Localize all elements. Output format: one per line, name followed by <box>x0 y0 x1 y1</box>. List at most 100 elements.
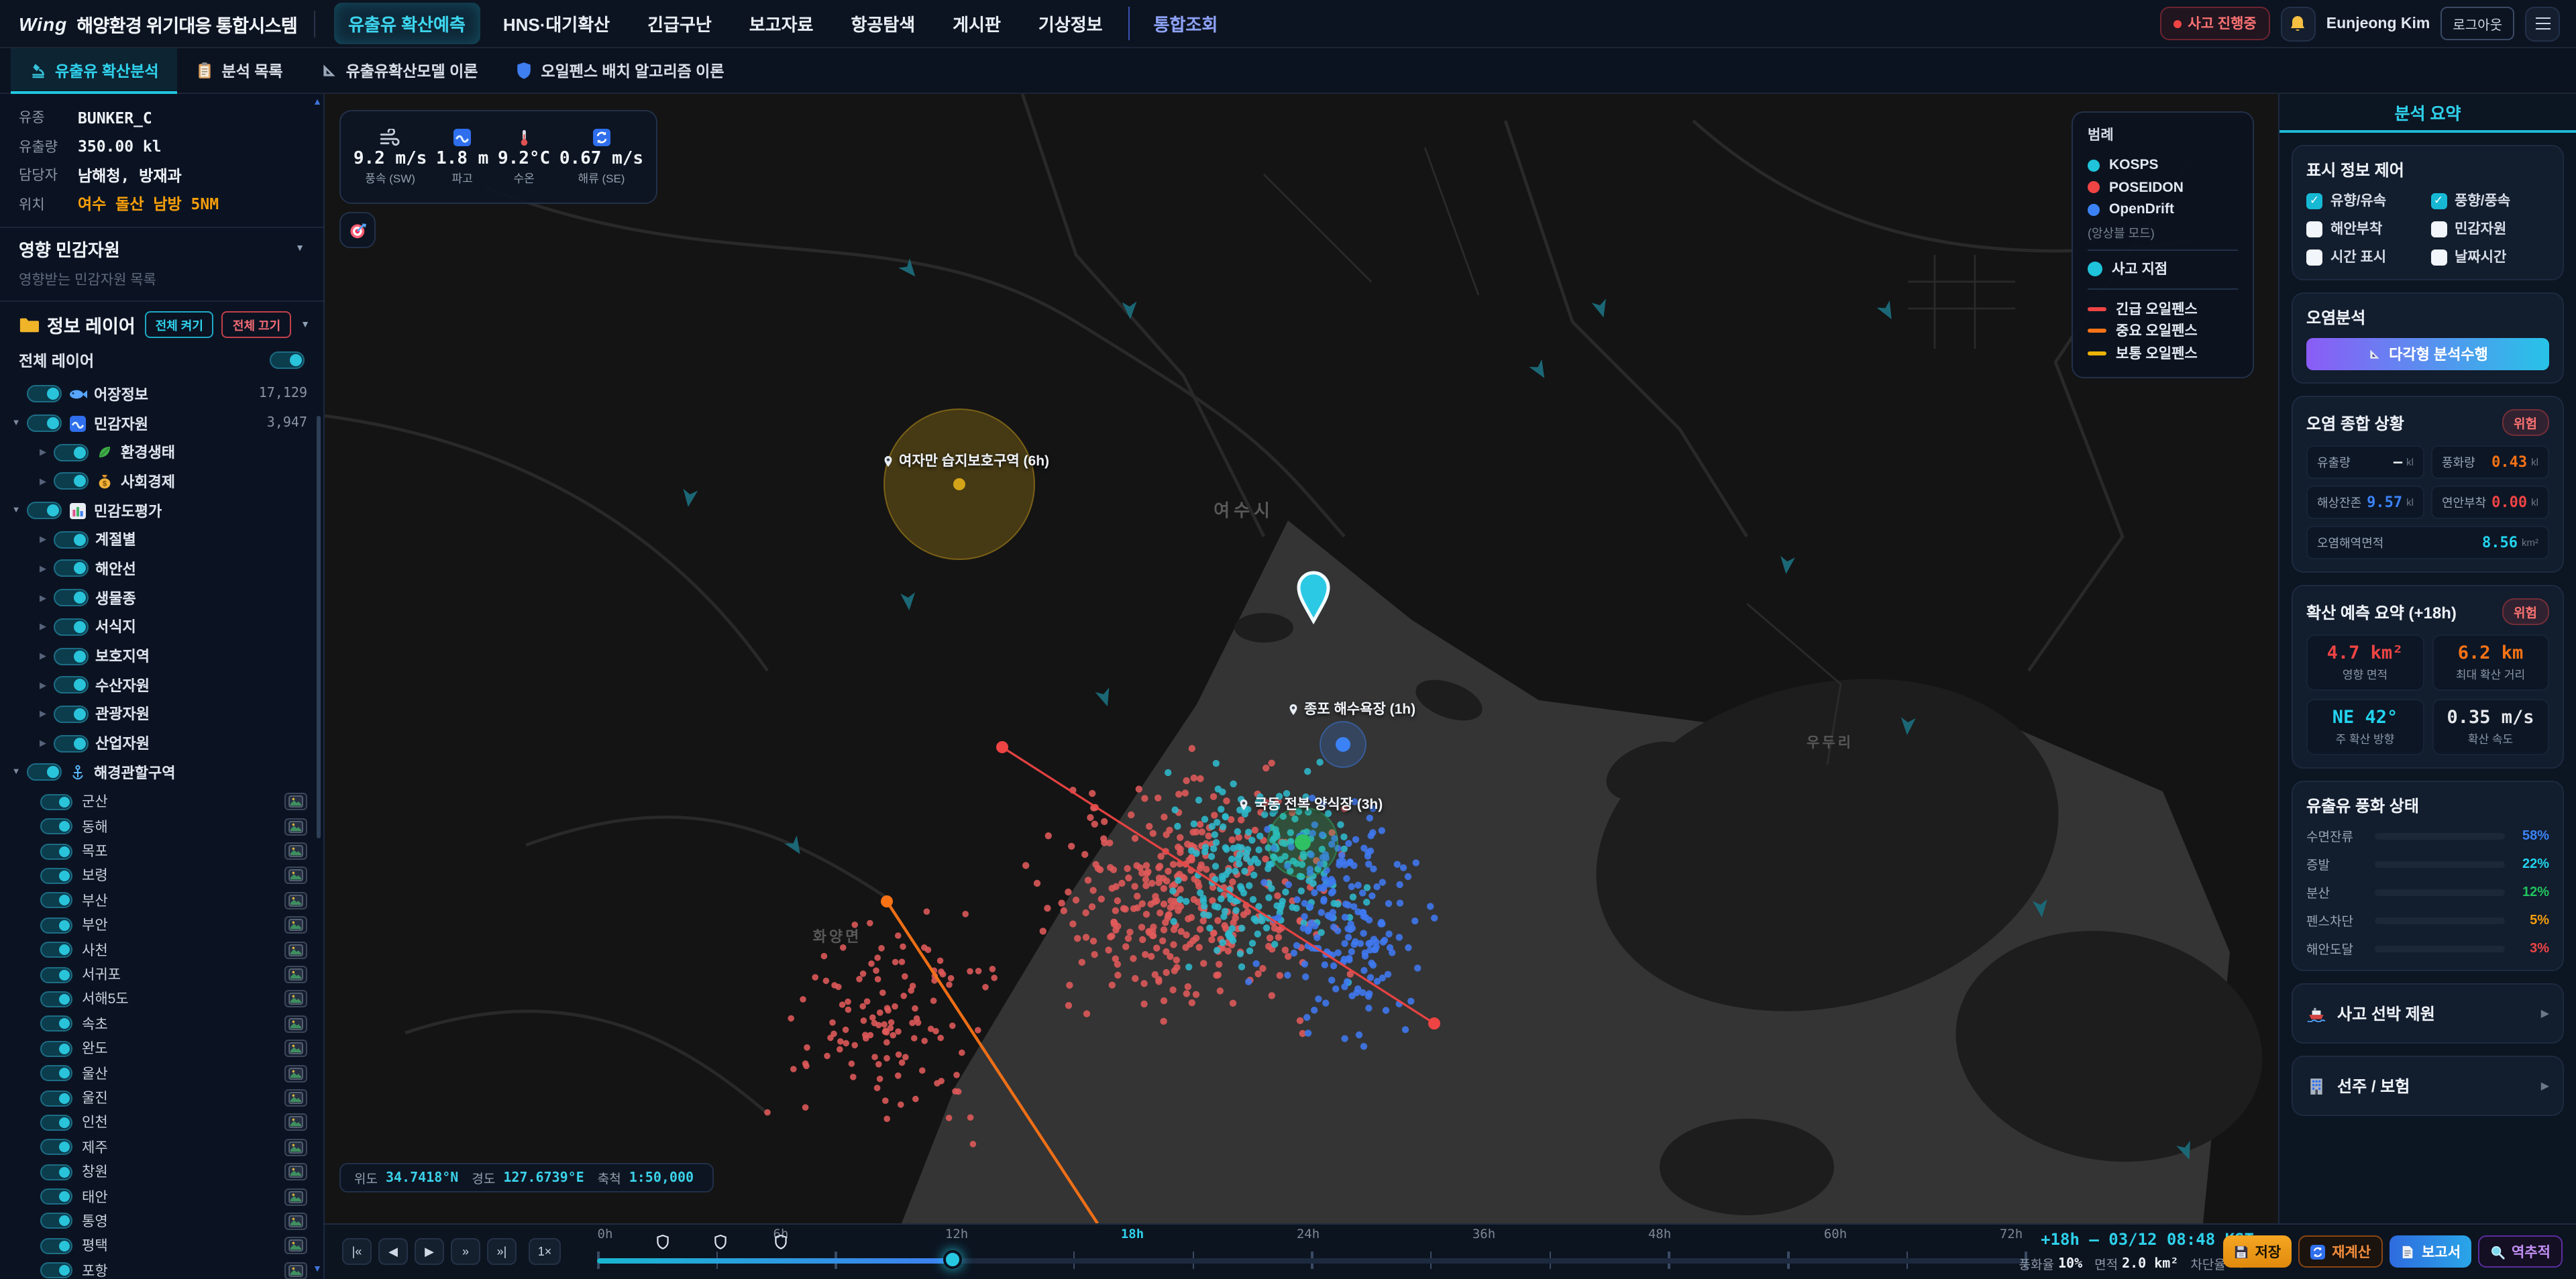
skip-start-button[interactable]: |« <box>342 1238 372 1265</box>
master-layer-toggle[interactable] <box>270 351 305 369</box>
map-canvas[interactable]: 여수시 화양면 우두리 여자만 습지보호구역 (6h) 종포 해수욕장 (1h) 국동 … <box>325 94 2278 1223</box>
all-layers-on-button[interactable]: 전체 켜기 <box>144 311 214 338</box>
nav-item[interactable]: 긴급구난 <box>647 15 712 35</box>
region-style-button[interactable] <box>284 793 307 811</box>
display-checkbox[interactable]: ✓ 유향/유속 <box>2306 190 2425 211</box>
layer-toggle[interactable] <box>54 559 89 577</box>
region-toggle[interactable] <box>40 1213 72 1229</box>
region-style-button[interactable] <box>284 1113 307 1131</box>
display-checkbox[interactable]: 해안부착 <box>2306 219 2425 239</box>
polygon-analysis-button[interactable]: 다각형 분석수행 <box>2306 338 2549 370</box>
region-style-button[interactable] <box>284 990 307 1008</box>
region-style-button[interactable] <box>284 1138 307 1156</box>
layer-toggle[interactable] <box>54 589 89 607</box>
layer-toggle[interactable] <box>27 502 62 520</box>
layer-toggle[interactable] <box>27 414 62 433</box>
action-button[interactable]: 저장 <box>2222 1235 2292 1268</box>
region-toggle[interactable] <box>40 1164 72 1180</box>
layer-toggle[interactable] <box>54 531 89 549</box>
action-button[interactable]: 재계산 <box>2298 1235 2383 1268</box>
region-toggle[interactable] <box>40 942 72 958</box>
sidebar-scroll-down-icon[interactable]: ▼ <box>313 1264 322 1274</box>
region-style-button[interactable] <box>284 1188 307 1206</box>
sidebar-scroll-up-icon[interactable]: ▲ <box>313 98 322 107</box>
layer-toggle[interactable] <box>54 647 89 665</box>
region-toggle[interactable] <box>40 1188 72 1205</box>
tree-caret-icon[interactable]: ▶ <box>40 622 46 632</box>
nav-item[interactable]: 유출유 확산예측 <box>333 3 480 44</box>
tree-caret-icon[interactable]: ▼ <box>11 767 21 777</box>
region-toggle[interactable] <box>40 966 72 983</box>
tree-caret-icon[interactable]: ▶ <box>40 448 46 458</box>
tree-caret-icon[interactable]: ▼ <box>11 506 21 516</box>
region-style-button[interactable] <box>284 1015 307 1033</box>
region-style-button[interactable] <box>284 818 307 836</box>
play-button[interactable]: ▶ <box>415 1238 444 1265</box>
layer-toggle[interactable] <box>54 618 89 636</box>
sensitive-resources-header[interactable]: 영향 민감자원 ▼ <box>0 231 323 267</box>
nav-item[interactable]: 보고자료 <box>749 15 814 35</box>
layer-toggle[interactable] <box>54 472 89 490</box>
logout-button[interactable]: 로그아웃 <box>2440 7 2514 40</box>
region-toggle[interactable] <box>40 892 72 909</box>
region-toggle[interactable] <box>40 991 72 1007</box>
step-back-button[interactable]: ◀ <box>378 1238 408 1265</box>
display-checkbox[interactable]: 민감자원 <box>2430 219 2549 239</box>
region-toggle[interactable] <box>40 1015 72 1032</box>
tree-caret-icon[interactable]: ▶ <box>40 594 46 604</box>
notification-bell-button[interactable] <box>2280 6 2316 41</box>
display-checkbox[interactable]: 날짜시간 <box>2430 247 2549 267</box>
region-style-button[interactable] <box>284 941 307 959</box>
nav-item[interactable]: HNS·대기확산 <box>502 15 610 35</box>
region-toggle[interactable] <box>40 843 72 860</box>
tree-caret-icon[interactable]: ▶ <box>40 477 46 487</box>
region-style-button[interactable] <box>284 1237 307 1255</box>
region-toggle[interactable] <box>40 1262 72 1279</box>
region-style-button[interactable] <box>284 966 307 984</box>
tree-caret-icon[interactable]: ▶ <box>40 681 46 691</box>
owner-insurance-card[interactable]: 선주 / 보험 ▶ <box>2292 1056 2564 1116</box>
ship-spec-card[interactable]: 사고 선박 제원 ▶ <box>2292 983 2564 1044</box>
display-checkbox[interactable]: 시간 표시 <box>2306 247 2425 267</box>
region-toggle[interactable] <box>40 917 72 934</box>
action-button[interactable]: 보고서 <box>2390 1235 2472 1268</box>
tree-caret-icon[interactable]: ▶ <box>40 710 46 720</box>
region-style-button[interactable] <box>284 867 307 885</box>
tree-caret-icon[interactable]: ▶ <box>40 535 46 545</box>
region-style-button[interactable] <box>284 1262 307 1279</box>
region-toggle[interactable] <box>40 1139 72 1156</box>
region-style-button[interactable] <box>284 916 307 934</box>
menu-button[interactable] <box>2525 6 2560 41</box>
tree-caret-icon[interactable]: ▶ <box>40 739 46 749</box>
region-toggle[interactable] <box>40 1090 72 1106</box>
skip-end-button[interactable]: »| <box>487 1238 517 1265</box>
speed-button[interactable]: 1× <box>529 1238 561 1265</box>
action-button[interactable]: 역추적 <box>2478 1235 2563 1268</box>
locate-incident-button[interactable] <box>339 212 376 248</box>
region-toggle[interactable] <box>40 867 72 884</box>
region-toggle[interactable] <box>40 1237 72 1254</box>
region-style-button[interactable] <box>284 1089 307 1107</box>
nav-item[interactable]: 게시판 <box>953 15 1001 35</box>
tree-caret-icon[interactable]: ▶ <box>40 652 46 662</box>
region-toggle[interactable] <box>40 1114 72 1131</box>
nav-item[interactable]: 기상정보 <box>1038 15 1103 35</box>
tab-item[interactable]: 유출유 확산분석 <box>11 48 178 94</box>
layer-toggle[interactable] <box>27 385 62 403</box>
layer-toggle[interactable] <box>54 443 89 461</box>
region-toggle[interactable] <box>40 1065 72 1082</box>
chevron-down-icon[interactable]: ▼ <box>301 320 310 329</box>
display-checkbox[interactable]: ✓ 풍향/풍속 <box>2430 190 2549 211</box>
layer-toggle[interactable] <box>27 763 62 781</box>
tree-caret-icon[interactable]: ▶ <box>40 564 46 574</box>
region-style-button[interactable] <box>284 1064 307 1082</box>
nav-item[interactable]: 통합조회 <box>1128 3 1233 44</box>
chevron-down-icon[interactable]: ▼ <box>295 244 305 254</box>
region-style-button[interactable] <box>284 1040 307 1058</box>
timeline-thumb[interactable] <box>943 1249 962 1268</box>
all-layers-off-button[interactable]: 전체 끄기 <box>221 311 292 338</box>
region-toggle[interactable] <box>40 1040 72 1057</box>
fast-forward-button[interactable]: » <box>451 1238 480 1265</box>
layer-toggle[interactable] <box>54 705 89 723</box>
region-toggle[interactable] <box>40 818 72 835</box>
